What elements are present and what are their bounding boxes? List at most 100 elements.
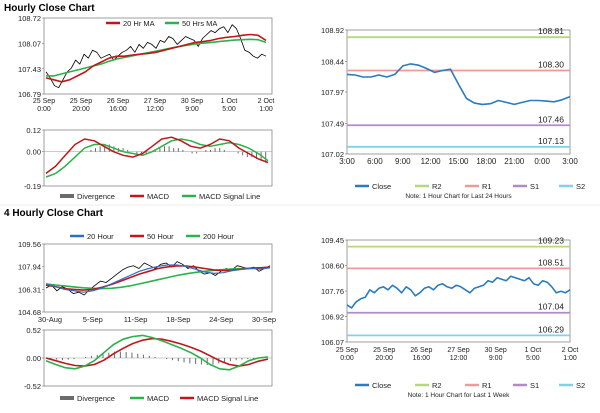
hourly-close-xtick-2: 9:00 (395, 157, 411, 166)
four-hourly-20hour-line (45, 264, 271, 293)
hourly-close-close-line (346, 63, 571, 106)
hourly-close-level-label-r2: 108.81 (538, 26, 564, 36)
four-hourly-macd-ytick-0: 0.52 (26, 326, 41, 335)
four-hourly-close-level-label-r2: 109.23 (538, 236, 564, 246)
hourly-close-xtick-6: 21:00 (504, 157, 525, 166)
four-hourly-close-frame (346, 239, 571, 343)
hourly-price-xtick-3: 27 Sep 12:00 (144, 98, 166, 113)
hourly-price-line (45, 24, 267, 89)
four-hourly-price-xtick-1: 5-Sep (83, 315, 103, 324)
four-hourly-price-ytick-3: 104.68 (18, 308, 41, 317)
four-hourly-price-ytick-2: 106.31 (18, 285, 41, 294)
four-hourly-close-legend-r2-label: R2 (432, 381, 442, 390)
four-hourly-close-ytick-3: 106.92 (321, 312, 344, 321)
hourly-close-xtick-8: 3:00 (562, 157, 578, 166)
hourly-legend-macd-label: MACD (147, 192, 170, 201)
hourly-close-legend-r2-label: R2 (432, 182, 442, 191)
four-hourly-close-xtick-5: 1 Oct 5:00 (524, 347, 541, 362)
four-hourly-close-xtick-0: 25 Sep 0:00 (336, 347, 358, 362)
four-hourly-price-xtick-4: 24-Sep (209, 315, 233, 324)
hourly-close-level-label-s2: 107.13 (538, 136, 564, 146)
four-hourly-price-xtick-5: 30-Sep (252, 315, 276, 324)
four-hourly-legend-divergence-label: Divergence (77, 394, 115, 403)
hourly-price-xtick-6: 2 Oct 1:00 (258, 98, 275, 113)
hourly-price-xtick-0: 25 Sep 0:00 (33, 98, 55, 113)
four-hourly-price-ytick-1: 107.94 (18, 263, 41, 272)
four-hourly-section-title: 4 Hourly Close Chart (4, 208, 103, 219)
four-hourly-legend-50hour-label: 50 Hour (147, 232, 174, 241)
four-hourly-close-level-label-r1: 108.51 (538, 257, 564, 267)
hourly-close-ytick-4: 107.02 (321, 150, 344, 159)
four-hourly-close-level-label-s2: 106.29 (538, 324, 564, 334)
hourly-close-xtick-4: 15:00 (448, 157, 469, 166)
four-hourly-price-xtick-2: 11-Sep (124, 315, 148, 324)
hourly-price-xtick-1: 25 Sep 20:00 (70, 98, 92, 113)
hourly-close-ytick-0: 108.92 (321, 26, 344, 35)
hourly-legend-divergence-label: Divergence (77, 192, 115, 201)
four-hourly-close-xtick-6: 2 Oct 1:00 (562, 347, 579, 362)
hourly-close-ytick-2: 107.97 (321, 88, 344, 97)
hourly-macd-ytick-1: 0.00 (26, 148, 41, 157)
four-hourly-close-legend-s1-label: S1 (530, 381, 539, 390)
four-hourly-price-ytick-0: 109.56 (18, 240, 41, 249)
hourly-close-xtick-0: 3:00 (339, 157, 355, 166)
hourly-price-ytick-3: 106.79 (18, 90, 41, 99)
hourly-close-frame (346, 29, 571, 155)
four-hourly-close-ytick-2: 107.76 (321, 287, 344, 296)
four-hourly-200hour-line (45, 266, 271, 290)
four-hourly-close-legend-close-label: Close (372, 381, 391, 390)
four-hourly-close-level-label-s1: 107.04 (538, 302, 564, 312)
hourly-legend-50hrs-label: 50 Hrs MA (182, 19, 217, 28)
four-hourly-close-ytick-4: 106.07 (321, 338, 344, 347)
four-hourly-macd-ytick-2: -0.52 (24, 382, 41, 391)
hourly-close-xtick-5: 18:00 (476, 157, 497, 166)
four-hourly-close-legend-r1-label: R1 (482, 381, 492, 390)
hourly-close-ytick-3: 107.49 (321, 119, 344, 128)
hourly-price-ytick-1: 108.07 (18, 40, 41, 49)
four-hourly-close-xtick-4: 30 Sep 9:00 (485, 347, 507, 362)
hourly-macd-frame (43, 129, 273, 187)
four-hourly-price-xtick-0: 30-Aug (38, 315, 62, 324)
hourly-close-legend-s2-label: S2 (576, 182, 585, 191)
four-hourly-legend-signal-label: MACD Signal Line (197, 394, 258, 403)
hourly-close-legend-s1-label: S1 (530, 182, 539, 191)
four-hourly-close-ytick-1: 108.60 (321, 262, 344, 271)
hourly-close-note: Note: 1 Hour Chart for Last 24 Hours (405, 193, 512, 200)
four-hourly-macd-line (45, 334, 269, 371)
hourly-macd-ytick-2: -0.19 (24, 182, 41, 191)
hourly-legend-signal-label: MACD Signal Line (199, 192, 260, 201)
four-hourly-macd-ytick-1: 0.00 (26, 354, 41, 363)
hourly-macd-line (45, 136, 269, 174)
hourly-price-xtick-5: 1 Oct 5:00 (221, 98, 238, 113)
hourly-50hrs-line (46, 38, 267, 77)
four-hourly-close-xtick-3: 27 Sep 12:00 (447, 347, 469, 362)
hourly-close-xtick-7: 0:00 (534, 157, 550, 166)
hourly-close-level-label-r1: 108.30 (538, 59, 564, 69)
hourly-close-xtick-3: 12:00 (421, 157, 442, 166)
four-hourly-close-note: Note: 1 Hour Chart for Last 1 Week (408, 392, 511, 399)
hourly-price-xtick-4: 30 Sep 9:00 (181, 98, 203, 113)
hourly-price-ytick-0: 108.72 (18, 14, 41, 23)
four-hourly-price-frame (43, 243, 273, 313)
hourly-section-title: Hourly Close Chart (4, 3, 95, 14)
four-hourly-close-legend-s2-label: S2 (576, 381, 585, 390)
four-hourly-close-ytick-0: 109.45 (321, 236, 344, 245)
hourly-close-ytick-1: 108.44 (321, 57, 344, 66)
hourly-close-xtick-1: 6:00 (367, 157, 383, 166)
four-hourly-price-xtick-3: 18-Sep (166, 315, 190, 324)
four-hourly-close-xtick-2: 26 Sep 16:00 (410, 347, 432, 362)
four-hourly-close-close-line (346, 275, 571, 309)
four-hourly-legend-20hour-label: 20 Hour (87, 232, 114, 241)
four-hourly-close-xtick-1: 25 Sep 20:00 (373, 347, 395, 362)
hourly-close-legend-r1-label: R1 (482, 182, 492, 191)
four-hourly-legend-200hour-label: 200 Hour (203, 232, 234, 241)
hourly-close-legend-close-label: Close (372, 182, 391, 191)
four-hourly-legend-macd-label: MACD (147, 394, 170, 403)
hourly-close-level-label-s1: 107.46 (538, 114, 564, 124)
hourly-price-xtick-2: 26 Sep 16:00 (107, 98, 129, 113)
hourly-legend-20hr-label: 20 Hr MA (123, 19, 155, 28)
hourly-20hr-line (45, 33, 267, 83)
hourly-macd-ytick-0: 0.12 (26, 126, 41, 135)
hourly-price-ytick-2: 107.43 (18, 65, 41, 74)
